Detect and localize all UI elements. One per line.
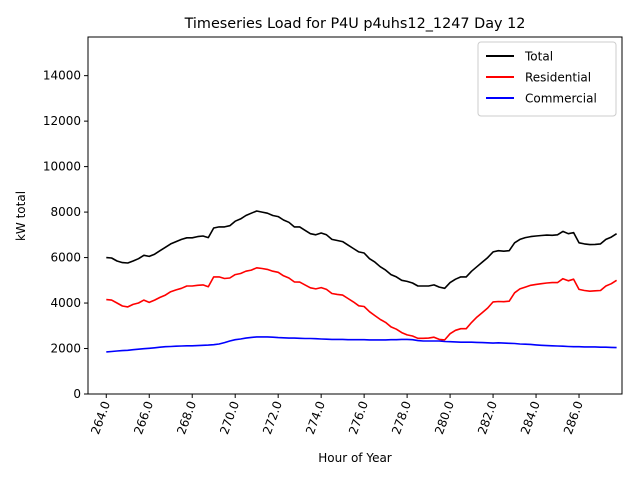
x-tick-label: 272.0	[260, 399, 285, 436]
axes-frame	[87, 36, 623, 395]
legend-label-residential: Residential	[525, 71, 591, 85]
y-tick-label: 4000	[50, 296, 81, 310]
series-line-residential	[106, 266, 618, 341]
y-tick-label: 0	[73, 387, 81, 401]
y-tick-label: 6000	[50, 251, 81, 265]
chart-title: Timeseries Load for P4U p4uhs12_1247 Day…	[184, 16, 526, 32]
x-tick-label: 270.0	[217, 399, 242, 436]
y-tick-label: 12000	[43, 114, 81, 128]
x-tick-label: 284.0	[518, 399, 543, 436]
x-tick-label: 264.0	[88, 399, 113, 436]
x-tick-label: 278.0	[389, 399, 414, 436]
x-tick-label: 280.0	[432, 399, 457, 436]
series-line-commercial	[106, 336, 617, 353]
x-tick-label: 274.0	[303, 399, 328, 436]
series-line-total	[106, 210, 618, 290]
y-tick-label: 8000	[50, 205, 81, 219]
legend-label-commercial: Commercial	[525, 92, 597, 106]
y-tick-label: 14000	[43, 69, 81, 83]
x-tick-label: 276.0	[346, 399, 371, 436]
y-tick-label: 10000	[43, 160, 81, 174]
legend-label-total: Total	[524, 50, 553, 64]
x-tick-label: 268.0	[174, 399, 199, 436]
x-tick-label: 282.0	[475, 399, 500, 436]
x-tick-label: 266.0	[131, 399, 156, 436]
x-axis-label: Hour of Year	[318, 451, 392, 465]
y-axis-label: kW total	[14, 191, 28, 241]
x-tick-label: 286.0	[561, 399, 586, 436]
legend: Total Residential Commercial	[477, 41, 617, 117]
y-tick-label: 2000	[50, 342, 81, 356]
